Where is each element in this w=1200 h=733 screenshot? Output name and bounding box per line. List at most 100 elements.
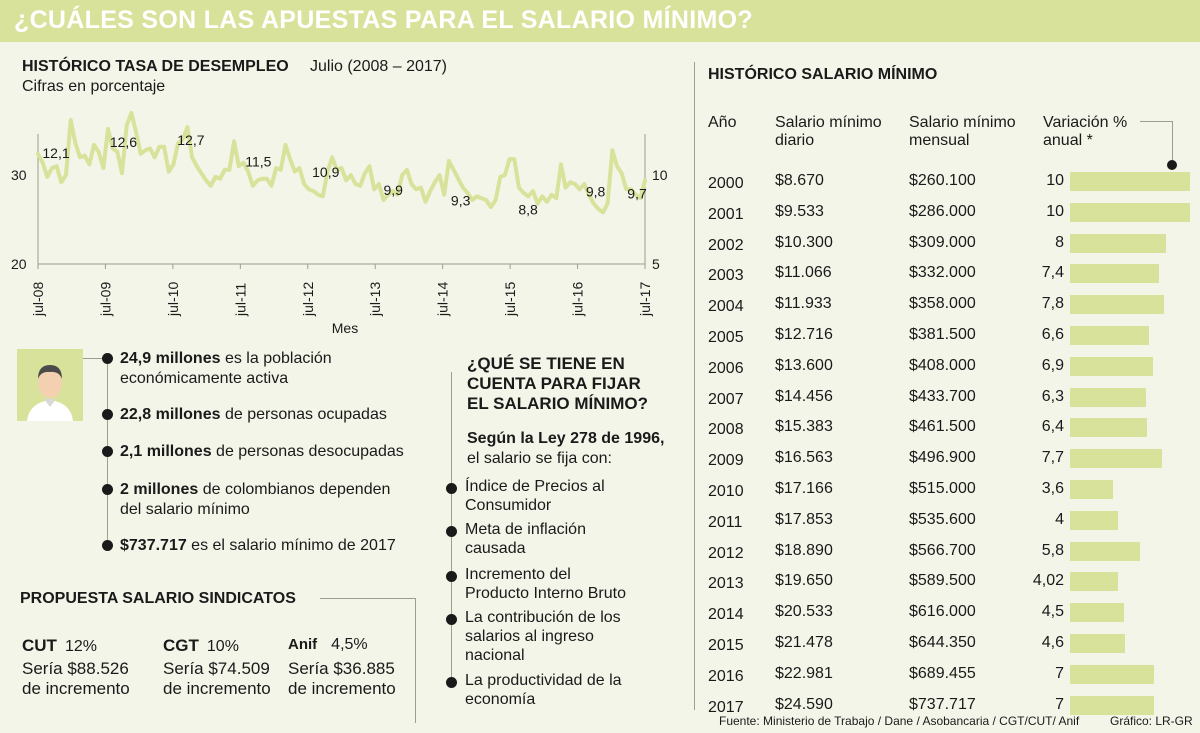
data-label: 12,6 xyxy=(110,134,137,150)
section-divider xyxy=(694,62,695,710)
column-header-year: Año xyxy=(708,114,737,131)
table-monthly: $689.455 xyxy=(909,665,976,682)
data-label: 12,7 xyxy=(177,132,204,148)
table-monthly: $616.000 xyxy=(909,603,976,620)
unemployment-chart-period: Julio (2008 – 2017) xyxy=(310,58,447,75)
table-daily: $17.853 xyxy=(775,511,833,528)
data-label: 9,9 xyxy=(383,182,403,198)
table-daily: $21.478 xyxy=(775,634,833,651)
table-variation-label: 7,7 xyxy=(1041,449,1064,466)
series-line xyxy=(36,110,647,215)
proposals-divider-vertical xyxy=(415,598,416,723)
table-variation-label: 6,6 xyxy=(1041,326,1064,343)
table-variation-label: 4,5 xyxy=(1041,603,1064,620)
table-year: 2015 xyxy=(708,637,744,654)
table-monthly: $433.700 xyxy=(909,388,976,405)
table-monthly: $737.717 xyxy=(909,696,976,713)
table-daily: $14.456 xyxy=(775,388,833,405)
proposal-percent: 4,5% xyxy=(331,636,368,653)
proposal-amount: Sería $88.526 xyxy=(22,659,129,678)
x-tick-label: jul-15 xyxy=(502,282,518,317)
x-tick-label: jul-12 xyxy=(300,282,316,317)
y-left-tick-label: 20 xyxy=(11,256,27,272)
proposal-header: Anif 4,5% xyxy=(288,636,368,654)
stat-value: 2 millones xyxy=(120,481,199,498)
stat-bullet xyxy=(102,540,113,551)
criteria-title-line: CUENTA PARA FIJAR xyxy=(467,374,641,393)
x-tick-label: jul-10 xyxy=(165,282,181,317)
table-monthly: $461.500 xyxy=(909,418,976,435)
criteria-item-line: Meta de inflación xyxy=(465,521,586,538)
table-monthly: $535.600 xyxy=(909,511,976,528)
variation-bar xyxy=(1070,665,1154,684)
table-daily: $18.890 xyxy=(775,542,833,559)
data-label: 11,5 xyxy=(245,153,271,169)
x-axis-label: Mes xyxy=(332,320,358,336)
stat-text-continued: del salario mínimo xyxy=(120,501,250,518)
criteria-item-line: Producto Interno Bruto xyxy=(465,585,626,602)
data-label: 8,8 xyxy=(518,201,538,217)
stat-item: 2,1 millones de personas desocupadas xyxy=(120,442,404,462)
table-daily: $11.066 xyxy=(775,264,832,281)
table-monthly: $260.100 xyxy=(909,172,976,189)
table-variation-label: 6,3 xyxy=(1041,388,1064,405)
proposal-increment: de incremento xyxy=(163,679,271,698)
unemployment-chart-title: HISTÓRICO TASA DE DESEMPLEO xyxy=(22,58,289,75)
x-tick-label: jul-16 xyxy=(570,282,586,317)
title-bar xyxy=(0,0,1200,42)
x-tick-label: jul-13 xyxy=(367,282,383,317)
x-tick-label: jul-14 xyxy=(435,282,451,317)
criteria-item-line: Índice de Precios al xyxy=(465,478,605,495)
table-year: 2014 xyxy=(708,606,744,623)
stat-bullet xyxy=(102,484,113,495)
table-daily: $22.981 xyxy=(775,665,833,682)
table-monthly: $309.000 xyxy=(909,234,976,251)
table-daily: $9.533 xyxy=(775,203,824,220)
stat-text: es el salario mínimo de 2017 xyxy=(186,537,396,554)
stat-text: de personas desocupadas xyxy=(211,443,404,460)
proposal-increment: de incremento xyxy=(22,679,130,698)
table-variation-label: 6,9 xyxy=(1041,357,1064,374)
criteria-bullet xyxy=(446,526,457,537)
proposal-percent: 10% xyxy=(206,638,239,655)
table-year: 2005 xyxy=(708,329,744,346)
table-monthly: $408.000 xyxy=(909,357,976,374)
column-header-monthly: Salario mínimo mensual xyxy=(909,114,1016,149)
criteria-title-line: ¿QUÉ SE TIENE EN xyxy=(467,354,625,373)
criteria-item-line: La productividad de la xyxy=(465,672,622,689)
table-variation-label: 4,6 xyxy=(1041,634,1064,651)
table-year: 2016 xyxy=(708,668,744,685)
table-variation-label: 7 xyxy=(1055,665,1064,682)
table-daily: $8.670 xyxy=(775,172,824,189)
stat-item: 24,9 millones es la población económicame… xyxy=(120,349,332,389)
table-daily: $12.716 xyxy=(775,326,833,343)
proposal-name: CUT xyxy=(22,636,57,655)
variation-bar xyxy=(1070,295,1164,314)
variation-bar xyxy=(1070,203,1190,222)
variation-pointer-dot xyxy=(1167,160,1177,170)
table-year: 2012 xyxy=(708,545,744,562)
salary-table-title: HISTÓRICO SALARIO MÍNIMO xyxy=(708,66,938,83)
table-variation-label: 10 xyxy=(1046,203,1064,220)
stat-value: 2,1 millones xyxy=(120,443,212,460)
table-variation-label: 4 xyxy=(1055,511,1064,528)
proposal-amount: Sería $74.509 xyxy=(163,659,270,678)
stats-connector xyxy=(83,358,107,359)
stat-value: 24,9 millones xyxy=(120,350,221,367)
table-year: 2000 xyxy=(708,175,744,192)
avatar xyxy=(17,349,83,421)
table-monthly: $644.350 xyxy=(909,634,976,651)
table-monthly: $515.000 xyxy=(909,480,976,497)
unemployment-chart-subtitle: Cifras en porcentaje xyxy=(22,78,166,95)
column-header-daily: Salario mínimo diario xyxy=(775,114,882,149)
variation-bar xyxy=(1070,418,1147,437)
variation-pointer-h xyxy=(1140,121,1172,122)
y-right-tick-label: 10 xyxy=(652,167,668,183)
footer-source: Fuente: Ministerio de Trabajo / Dane / A… xyxy=(719,714,1080,728)
table-year: 2004 xyxy=(708,298,744,315)
table-monthly: $286.000 xyxy=(909,203,976,220)
criteria-item-line: Incremento del xyxy=(465,566,571,583)
stat-bullet xyxy=(102,353,113,364)
table-variation-label: 4,02 xyxy=(1032,572,1064,589)
variation-bar xyxy=(1070,234,1166,253)
